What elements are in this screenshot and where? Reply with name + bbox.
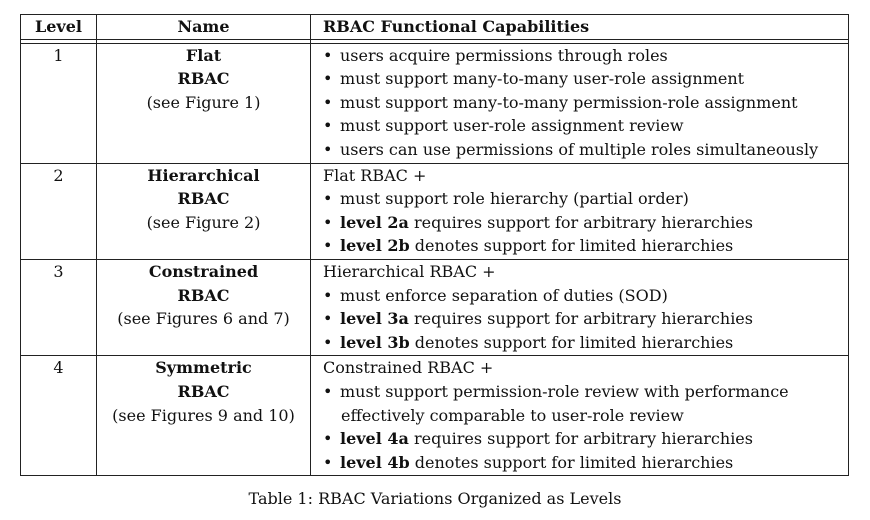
figure-reference: (see Figure 1) — [146, 92, 261, 112]
bullet-icon: • — [323, 332, 333, 352]
capability-text: requires support for arbitrary hierarchi… — [408, 212, 753, 232]
capability-text: must support permission-role review with… — [340, 381, 789, 401]
figure-reference: (see Figures 9 and 10) — [112, 405, 295, 425]
header-name: Name — [96, 14, 311, 40]
capability-line: • must support permission-role review wit… — [323, 380, 848, 404]
capability-text: denotes support for limited hierarchies — [409, 236, 734, 256]
level-variant-label: level 2b — [340, 236, 410, 256]
table-row: 3 Constrained RBAC (see Figures 6 and 7) Hie… — [20, 258, 849, 357]
table-row: 4 Symmetric RBAC (see Figures 9 and 10) Cons… — [20, 355, 849, 477]
capability-line: • level 3a requires support for arbitrary… — [323, 307, 848, 331]
capability-text: Constrained RBAC + — [323, 358, 494, 378]
figure-reference: (see Figures 6 and 7) — [117, 309, 290, 329]
bullet-icon: • — [323, 309, 333, 329]
rbac-levels-table: Level Name RBAC Functional Capabilities … — [20, 14, 849, 477]
capability-text: must enforce separation of duties (SOD) — [340, 285, 668, 305]
capability-line: Flat RBAC + — [323, 164, 848, 188]
level-cell: 2 — [20, 162, 97, 260]
capability-text: users can use permissions of multiple ro… — [340, 139, 819, 159]
model-name-line: RBAC — [177, 381, 230, 401]
capabilities-cell: Constrained RBAC + • must support permissi… — [310, 355, 849, 477]
capability-text: must support many-to-many permission-rol… — [340, 92, 798, 112]
table-row: 2 Hierarchical RBAC (see Figure 2) Flat RBAC… — [20, 162, 849, 260]
bullet-icon: • — [323, 429, 333, 449]
bullet-icon: • — [323, 285, 333, 305]
bullet-icon: • — [323, 381, 333, 401]
model-name-line: RBAC — [177, 69, 230, 89]
capability-text: users acquire permissions through roles — [340, 45, 668, 65]
bullet-icon: • — [323, 452, 333, 472]
rbac-levels-table-container: Level Name RBAC Functional Capabilities … — [20, 14, 849, 477]
level-cell: 4 — [20, 355, 97, 477]
capability-text: requires support for arbitrary hierarchi… — [408, 429, 753, 449]
capability-text: Flat RBAC + — [323, 165, 427, 185]
table-row: 1 Flat RBAC (see Figure 1) • users acquire pe… — [20, 42, 849, 164]
capabilities-cell: Flat RBAC + • must support role hierarchy … — [310, 162, 849, 260]
level-variant-label: level 3a — [340, 309, 409, 329]
header-capabilities: RBAC Functional Capabilities — [310, 14, 849, 40]
model-name-line: RBAC — [177, 285, 230, 305]
capability-line: • level 2b denotes support for limited hi… — [323, 234, 848, 258]
level-variant-label: level 2a — [340, 212, 409, 232]
capability-line: • level 2a requires support for arbitrary… — [323, 211, 848, 235]
model-name-line: Constrained — [148, 261, 259, 281]
capability-text: requires support for arbitrary hierarchi… — [408, 309, 753, 329]
capability-text: must support role hierarchy (partial ord… — [340, 189, 689, 209]
bullet-icon: • — [323, 45, 333, 65]
capability-text: must support user-role assignment review — [340, 116, 684, 136]
capability-text: must support many-to-many user-role assi… — [340, 69, 745, 89]
capability-text: denotes support for limited hierarchies — [409, 452, 734, 472]
bullet-icon: • — [323, 69, 333, 89]
model-name-line: RBAC — [177, 189, 230, 209]
name-cell: Symmetric RBAC (see Figures 9 and 10) — [96, 355, 311, 477]
capability-line: • must support user-role assignment revie… — [323, 114, 848, 138]
capability-line: • users acquire permissions through roles — [323, 44, 848, 68]
level-variant-label: level 4b — [340, 452, 410, 472]
bullet-icon: • — [323, 189, 333, 209]
figure-reference: (see Figure 2) — [146, 212, 261, 232]
capability-line: effectively comparable to user-role revi… — [323, 404, 848, 428]
capability-line: • must support many-to-many user-role ass… — [323, 67, 848, 91]
capability-line: • level 4b denotes support for limited hi… — [323, 451, 848, 475]
bullet-icon: • — [323, 236, 333, 256]
capabilities-cell: Hierarchical RBAC + • must enforce separat… — [310, 258, 849, 357]
capability-text: denotes support for limited hierarchies — [409, 332, 734, 352]
capability-text: Hierarchical RBAC + — [323, 261, 496, 281]
table-caption: Table 1: RBAC Variations Organized as Le… — [248, 489, 622, 508]
header-level: Level — [20, 14, 97, 40]
name-cell: Hierarchical RBAC (see Figure 2) — [96, 162, 311, 260]
model-name-line: Symmetric — [155, 358, 252, 378]
capabilities-cell: • users acquire permissions through roles… — [310, 42, 849, 164]
bullet-icon: • — [323, 116, 333, 136]
level-variant-label: level 3b — [340, 332, 410, 352]
capability-line: • must support role hierarchy (partial or… — [323, 187, 848, 211]
header-double-rule — [20, 38, 849, 44]
model-name-line: Hierarchical — [147, 165, 260, 185]
capability-line: • level 3b denotes support for limited hi… — [323, 331, 848, 355]
capability-line: Constrained RBAC + — [323, 356, 848, 380]
model-name-line: Flat — [185, 45, 222, 65]
level-cell: 3 — [20, 258, 97, 357]
level-cell: 1 — [20, 42, 97, 164]
capability-text: effectively comparable to user-role revi… — [341, 405, 684, 425]
capability-line: • must support many-to-many permission-ro… — [323, 91, 848, 115]
capability-line: • must enforce separation of duties (SOD) — [323, 284, 848, 308]
table-body: 1 Flat RBAC (see Figure 1) • users acquire pe… — [20, 42, 849, 477]
capability-line: Hierarchical RBAC + — [323, 260, 848, 284]
level-variant-label: level 4a — [340, 429, 409, 449]
bullet-icon: • — [323, 92, 333, 112]
table-header-row: Level Name RBAC Functional Capabilities — [20, 14, 849, 40]
bullet-icon: • — [323, 139, 333, 159]
capability-line: • users can use permissions of multiple r… — [323, 138, 848, 162]
capability-line: • level 4a requires support for arbitrary… — [323, 427, 848, 451]
bullet-icon: • — [323, 212, 333, 232]
name-cell: Constrained RBAC (see Figures 6 and 7) — [96, 258, 311, 357]
name-cell: Flat RBAC (see Figure 1) — [96, 42, 311, 164]
